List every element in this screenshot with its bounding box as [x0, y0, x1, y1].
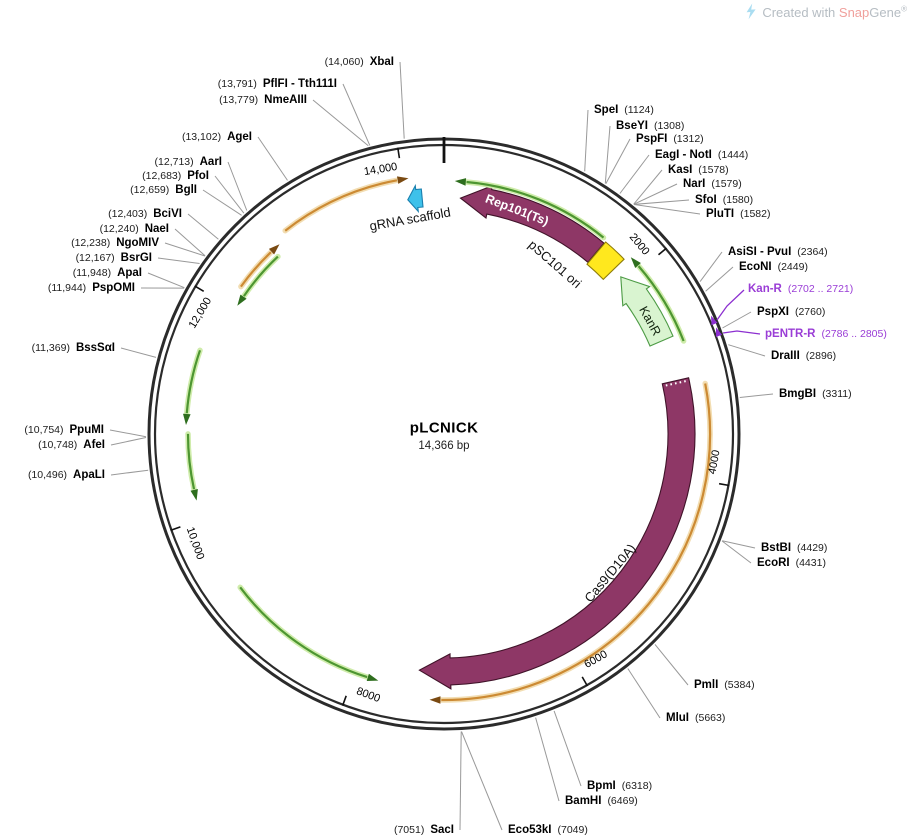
feature-grna-scaffold: [407, 183, 424, 214]
orange-arc-arrowhead: [268, 244, 280, 255]
site-leader-line: [312, 99, 369, 147]
axis-tick: [718, 482, 730, 487]
watermark-text-prefix: Created with: [762, 5, 839, 20]
site-leader-line: [157, 257, 200, 264]
primer-leader-line: [716, 289, 745, 321]
site-leader-line: [147, 272, 185, 289]
green-arc-arrow: [466, 180, 605, 239]
axis-tick-label: 14,000: [363, 161, 398, 178]
green-arc-arrowhead: [190, 489, 198, 501]
orange-arc-arrow: [441, 383, 712, 702]
site-leader-line: [399, 61, 405, 139]
site-leader-line: [257, 136, 288, 181]
orange-arc-arrow: [284, 179, 398, 232]
site-leader-line: [202, 189, 242, 216]
site-leader-line: [342, 83, 371, 146]
feature-start-dotted-edge: [665, 380, 687, 387]
snapgene-logo-icon: [744, 3, 758, 23]
axis-tick-label: 10,000: [184, 526, 206, 562]
site-leader-line: [619, 154, 650, 194]
feature-arrows: [407, 183, 696, 690]
axis-tick: [194, 285, 205, 292]
site-leader-line: [722, 311, 752, 329]
plasmid-name: pLCNICK: [409, 419, 479, 437]
feature-cas9-d10a-: [418, 377, 696, 690]
site-leader-line: [187, 213, 219, 240]
axis-tick: [581, 676, 589, 687]
site-leader-line: [174, 228, 206, 257]
plasmid-ring: [147, 137, 741, 731]
site-leader-line: [110, 437, 147, 446]
site-leader-line: [705, 266, 734, 292]
primer-leader-line: [722, 330, 761, 335]
axis-tick-label: 12,000: [187, 295, 215, 330]
site-leader-line: [654, 644, 689, 686]
green-arc-arrow: [242, 255, 279, 297]
watermark-brand-gene: Gene: [869, 5, 902, 20]
axis-tick: [397, 147, 401, 159]
green-arc-arrowhead: [366, 673, 379, 681]
site-leader-line: [721, 540, 752, 564]
axis-tick: [341, 695, 347, 706]
site-leader-line: [634, 204, 701, 215]
primer-arrow-marker: [711, 315, 718, 326]
site-leader-line: [553, 710, 582, 787]
axis-tick-label: 8000: [355, 685, 382, 705]
orange-arc-arrowhead: [429, 696, 441, 704]
watermark-brand-snap: Snap: [838, 5, 870, 20]
green-arc-arrow: [186, 433, 196, 490]
feature-psc101-ori: [586, 241, 625, 281]
green-arc-arrowhead: [237, 294, 247, 306]
site-leader-line: [633, 169, 663, 205]
site-leader-line: [605, 138, 631, 184]
site-leader-line: [722, 540, 756, 549]
green-arc-arrow: [239, 586, 368, 679]
site-leader-line: [699, 251, 723, 282]
site-leader-line: [461, 731, 503, 831]
axis-tick-label: 2000: [627, 231, 652, 257]
green-arc-arrowhead: [630, 257, 641, 268]
plasmid-length: 14,366 bp: [418, 440, 470, 452]
snapgene-watermark: Created with SnapGene®: [744, 3, 907, 23]
green-arc-arrow: [637, 265, 685, 342]
direction-arc-arrows: [183, 176, 713, 704]
site-leader-line: [604, 125, 611, 184]
axis-tick-label: 4000: [706, 449, 722, 475]
registered-mark: ®: [901, 4, 907, 14]
site-leader-line: [214, 175, 245, 214]
axis-tick-label: 6000: [582, 648, 609, 671]
green-arc-arrow: [185, 349, 202, 414]
site-leader-line: [120, 347, 157, 358]
feature-kanr: [620, 276, 674, 347]
site-leader-line: [535, 717, 560, 802]
leader-lines: [109, 61, 774, 831]
primer-arrow-marker: [716, 327, 722, 337]
site-leader-line: [110, 469, 149, 476]
site-leader-line: [728, 344, 766, 357]
site-leader-line: [227, 161, 248, 211]
orange-arc-halo: [282, 177, 400, 234]
site-leader-line: [109, 429, 147, 438]
orange-arc-arrowhead: [397, 176, 409, 184]
orange-arc-arrow: [240, 251, 272, 288]
axis-tick: [170, 526, 181, 532]
site-leader-line: [739, 393, 774, 398]
site-leader-line: [164, 242, 206, 257]
green-arc-arrowhead: [454, 178, 467, 186]
site-leader-line: [633, 183, 678, 205]
green-arc-arrowhead: [183, 413, 191, 425]
site-leader-line: [584, 109, 589, 172]
site-leader-line: [459, 731, 462, 831]
site-leader-line: [627, 668, 661, 719]
axis-tick: [657, 247, 668, 256]
site-leader-line: [633, 199, 690, 205]
